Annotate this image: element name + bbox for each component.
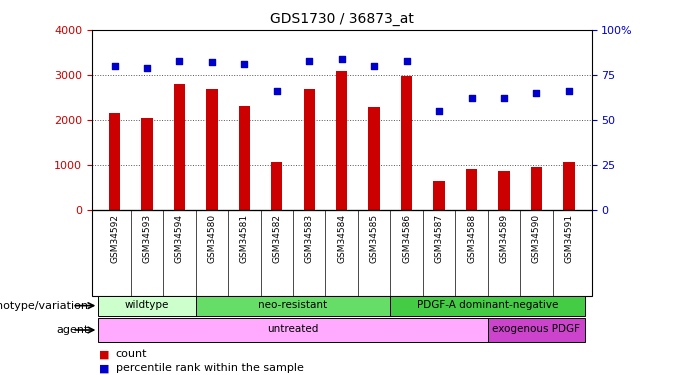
Point (369, 63, 379, 69)
Bar (433, 181, 445, 210)
Text: ■: ■ (99, 350, 109, 359)
Bar (174, 84, 185, 210)
FancyBboxPatch shape (99, 318, 488, 342)
Point (239, 61, 250, 67)
Bar (498, 171, 509, 210)
Title: GDS1730 / 36873_at: GDS1730 / 36873_at (270, 12, 413, 26)
Point (498, 95, 509, 101)
Text: GSM34582: GSM34582 (272, 214, 282, 263)
Text: GSM34593: GSM34593 (143, 214, 152, 263)
Point (207, 59, 218, 65)
Text: GSM34591: GSM34591 (564, 214, 573, 263)
Point (564, 88, 575, 94)
Text: GSM34587: GSM34587 (435, 214, 443, 263)
Bar (531, 167, 542, 210)
Text: GSM34580: GSM34580 (207, 214, 216, 263)
Text: GSM34581: GSM34581 (240, 214, 249, 263)
Text: GSM34588: GSM34588 (467, 214, 476, 263)
FancyBboxPatch shape (488, 318, 585, 342)
Bar (206, 89, 218, 210)
Text: wildtype: wildtype (125, 300, 169, 310)
Text: neo-resistant: neo-resistant (258, 300, 328, 310)
Text: agent: agent (56, 325, 88, 335)
Text: GSM34594: GSM34594 (175, 214, 184, 263)
Point (174, 58, 185, 64)
Point (466, 95, 477, 101)
Point (337, 56, 347, 62)
FancyBboxPatch shape (196, 296, 390, 316)
Point (141, 65, 152, 71)
Point (434, 108, 445, 114)
Point (304, 58, 315, 64)
Bar (141, 118, 152, 210)
Text: PDGF-A dominant-negative: PDGF-A dominant-negative (417, 300, 558, 310)
Bar (466, 169, 477, 210)
Text: GSM34586: GSM34586 (402, 214, 411, 263)
Point (531, 90, 542, 96)
Bar (401, 76, 412, 210)
Point (271, 88, 282, 94)
Text: exogenous PDGF: exogenous PDGF (492, 324, 581, 334)
Text: GSM34590: GSM34590 (532, 214, 541, 263)
FancyBboxPatch shape (99, 296, 196, 316)
Point (401, 58, 412, 64)
Bar (369, 107, 380, 210)
Text: GSM34583: GSM34583 (305, 214, 313, 263)
Text: count: count (116, 350, 147, 359)
FancyBboxPatch shape (390, 296, 585, 316)
Text: GSM34585: GSM34585 (370, 214, 379, 263)
Bar (109, 113, 120, 210)
Text: GSM34589: GSM34589 (500, 214, 509, 263)
Text: ■: ■ (99, 363, 109, 373)
Text: genotype/variation: genotype/variation (0, 301, 88, 310)
Text: GSM34592: GSM34592 (110, 214, 119, 263)
Point (109, 63, 120, 69)
Bar (303, 89, 315, 210)
Bar (336, 70, 347, 210)
Text: percentile rank within the sample: percentile rank within the sample (116, 363, 303, 373)
Bar (239, 106, 250, 210)
Text: GSM34584: GSM34584 (337, 214, 346, 263)
Text: untreated: untreated (267, 324, 319, 334)
Bar (563, 162, 575, 210)
Bar (271, 162, 282, 210)
